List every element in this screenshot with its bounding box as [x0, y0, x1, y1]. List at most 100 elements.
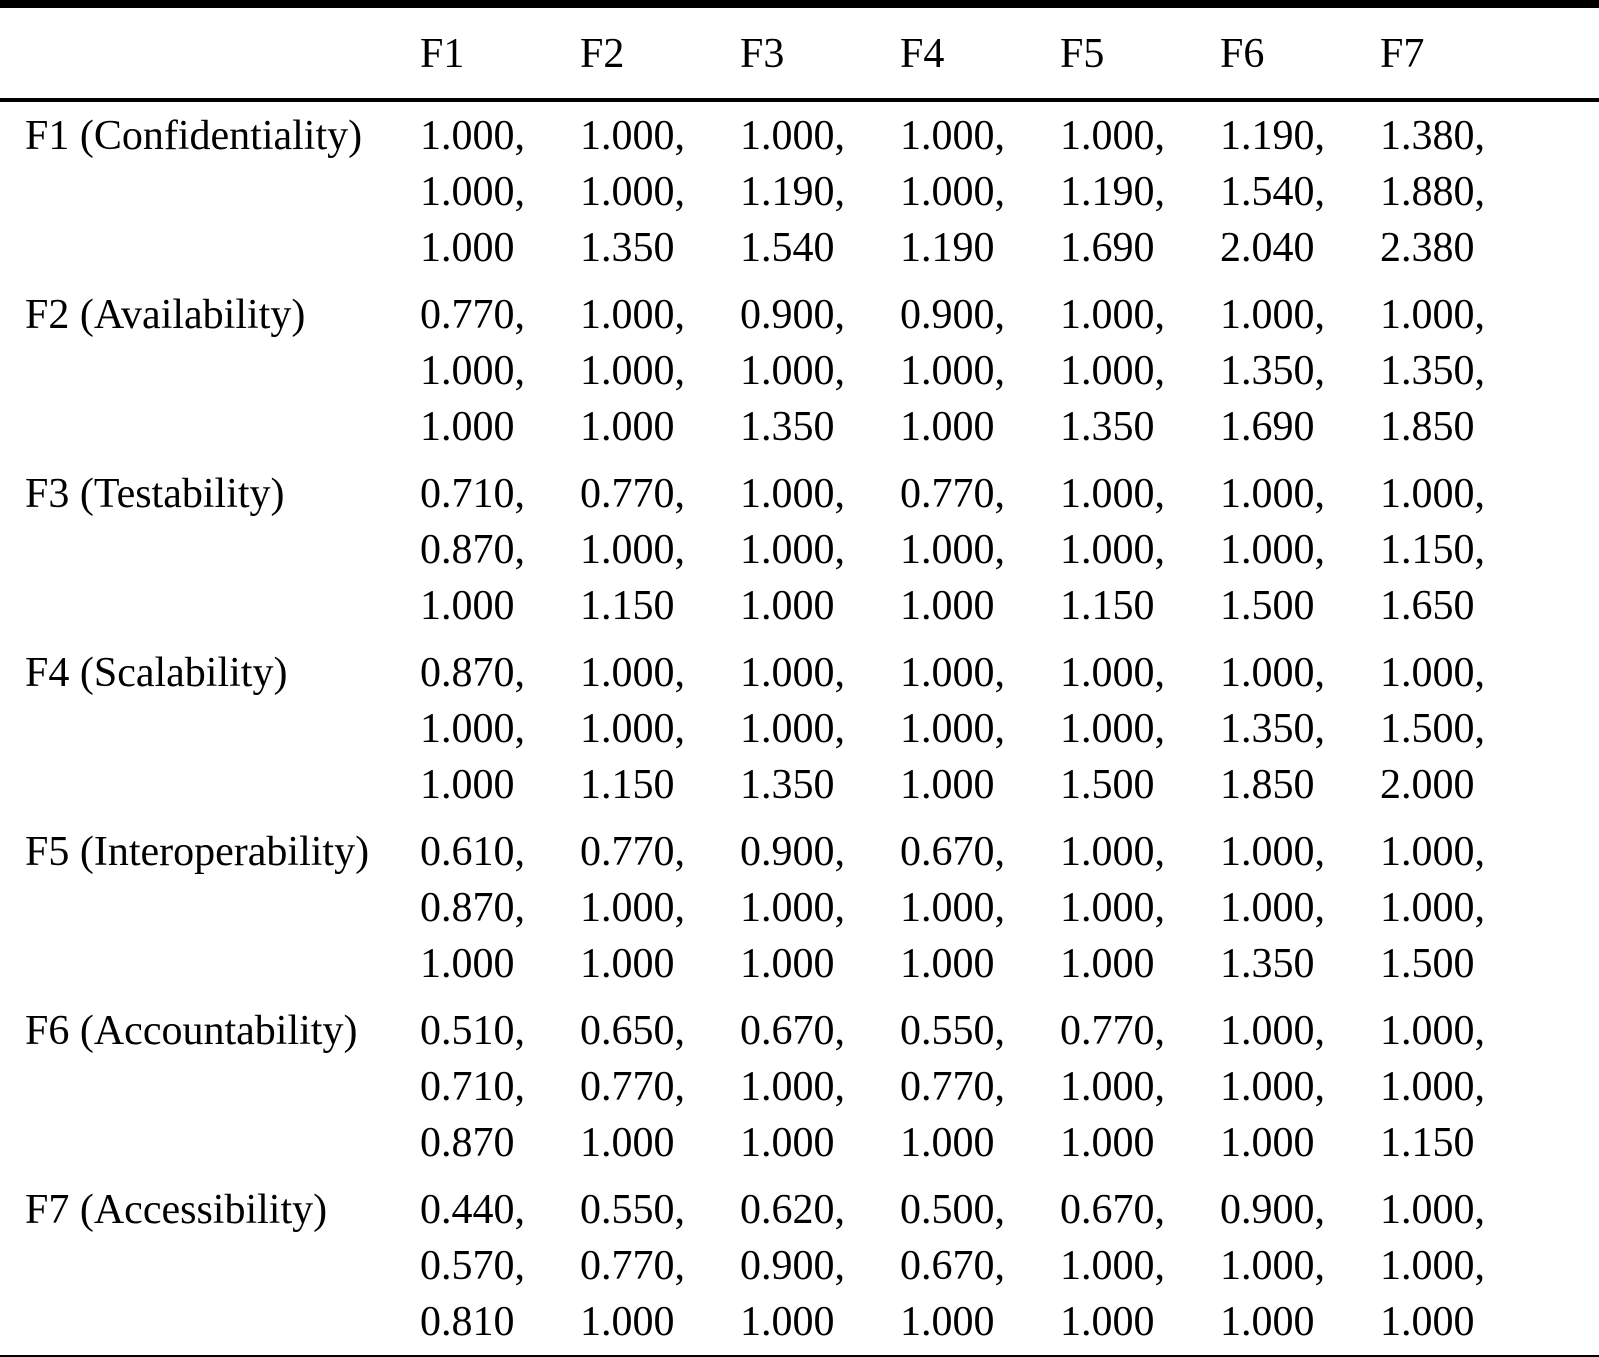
fuzzy-value-line: 1.150 — [1060, 583, 1155, 629]
fuzzy-value-line: 1.000, — [580, 650, 685, 696]
fuzzy-value-line: 1.350 — [740, 762, 835, 808]
fuzzy-value-line: 0.900, — [740, 292, 845, 338]
fuzzy-value-line: 1.000, — [1060, 829, 1165, 875]
fuzzy-value-line: 1.000, — [1220, 885, 1325, 931]
fuzzy-value-line: 0.870, — [420, 650, 525, 696]
fuzzy-value-line: 0.570, — [420, 1243, 525, 1289]
fuzzy-value-cell: 0.900, 1.000, 1.000 — [900, 281, 1060, 460]
fuzzy-value-cell: 1.000, 1.350, 1.690 — [1220, 281, 1380, 460]
row-label: F1 (Confidentiality) — [25, 113, 363, 159]
fuzzy-value-line: 1.500 — [1380, 941, 1475, 987]
fuzzy-value-cell: 1.000, 1.500, 2.000 — [1380, 639, 1599, 818]
fuzzy-value-cell: 1.000, 1.000, 1.500 — [1380, 818, 1599, 997]
fuzzy-value-line: 0.440, — [420, 1187, 525, 1233]
fuzzy-value-cell: 0.610, 0.870, 1.000 — [420, 818, 580, 997]
fuzzy-value-line: 0.670, — [740, 1008, 845, 1054]
fuzzy-value-line: 1.000, — [1380, 829, 1485, 875]
fuzzy-value-line: 1.000 — [740, 583, 835, 629]
fuzzy-value-line: 1.650 — [1380, 583, 1475, 629]
fuzzy-value-cell: 0.500, 0.670, 1.000 — [900, 1176, 1060, 1357]
fuzzy-value-line: 1.350 — [580, 225, 675, 271]
fuzzy-value-line: 1.000, — [580, 169, 685, 215]
fuzzy-value-cell: 0.550, 0.770, 1.000 — [580, 1176, 740, 1357]
row-label: F6 (Accountability) — [25, 1008, 358, 1054]
fuzzy-value-line: 1.000, — [1220, 829, 1325, 875]
table-row: F1 (Confidentiality) 1.000, 1.000, 1.000 1.0… — [0, 100, 1599, 281]
fuzzy-value-cell: 1.000, 1.000, 1.000 — [1380, 1176, 1599, 1357]
fuzzy-value-cell: 1.000, 1.000, 1.190 — [900, 100, 1060, 281]
fuzzy-value-line: 1.000, — [1220, 527, 1325, 573]
fuzzy-value-cell: 0.770, 1.000, 1.150 — [580, 460, 740, 639]
fuzzy-value-line: 1.000 — [580, 404, 675, 450]
fuzzy-value-line: 1.190, — [740, 169, 845, 215]
fuzzy-value-line: 1.000 — [420, 583, 515, 629]
fuzzy-value-line: 1.000, — [1060, 113, 1165, 159]
fuzzy-value-line: 1.000, — [900, 885, 1005, 931]
fuzzy-value-line: 1.000, — [1060, 348, 1165, 394]
fuzzy-value-line: 1.000, — [580, 885, 685, 931]
fuzzy-value-line: 1.850 — [1220, 762, 1315, 808]
fuzzy-value-cell: 1.000, 1.000, 1.350 — [1220, 818, 1380, 997]
fuzzy-value-line: 0.870, — [420, 885, 525, 931]
column-header: F6 — [1220, 4, 1380, 102]
fuzzy-value-line: 1.150 — [580, 762, 675, 808]
fuzzy-value-cell: 1.000, 1.000, 1.150 — [1380, 997, 1599, 1176]
fuzzy-value-line: 0.870, — [420, 527, 525, 573]
fuzzy-value-cell: 1.000, 1.000, 1.150 — [580, 639, 740, 818]
fuzzy-value-line: 1.000, — [420, 348, 525, 394]
fuzzy-value-line: 0.900, — [740, 1243, 845, 1289]
fuzzy-value-cell: 1.000, 1.190, 1.540 — [740, 100, 900, 281]
row-label: F2 (Availability) — [25, 292, 306, 338]
fuzzy-value-cell: 1.000, 1.000, 1.150 — [1060, 460, 1220, 639]
fuzzy-value-line: 1.000, — [1060, 885, 1165, 931]
fuzzy-value-cell: 1.000, 1.000, 1.000 — [580, 281, 740, 460]
fuzzy-value-line: 1.150 — [580, 583, 675, 629]
fuzzy-value-line: 1.000, — [580, 706, 685, 752]
table-body: F1 (Confidentiality) 1.000, 1.000, 1.000 1.0… — [0, 100, 1599, 1357]
fuzzy-value-line: 0.500, — [900, 1187, 1005, 1233]
fuzzy-value-line: 1.380, — [1380, 113, 1485, 159]
fuzzy-value-line: 1.000, — [900, 527, 1005, 573]
fuzzy-value-line: 0.670, — [900, 1243, 1005, 1289]
fuzzy-value-line: 1.350, — [1220, 706, 1325, 752]
fuzzy-value-line: 1.000, — [1380, 885, 1485, 931]
fuzzy-value-line: 2.040 — [1220, 225, 1315, 271]
fuzzy-value-line: 0.770, — [580, 1243, 685, 1289]
fuzzy-value-cell: 0.770, 1.000, 1.000 — [1060, 997, 1220, 1176]
fuzzy-value-cell: 0.440, 0.570, 0.810 — [420, 1176, 580, 1357]
fuzzy-value-cell: 1.000, 1.150, 1.650 — [1380, 460, 1599, 639]
fuzzy-value-line: 1.000, — [1060, 1243, 1165, 1289]
fuzzy-value-line: 1.000, — [740, 885, 845, 931]
fuzzy-value-line: 0.770, — [580, 1064, 685, 1110]
fuzzy-value-line: 1.000, — [740, 471, 845, 517]
fuzzy-value-line: 1.190 — [900, 225, 995, 271]
fuzzy-value-line: 1.500 — [1060, 762, 1155, 808]
table-row: F7 (Accessibility) 0.440, 0.570, 0.810 0.550… — [0, 1176, 1599, 1357]
fuzzy-value-line: 1.000, — [900, 706, 1005, 752]
fuzzy-value-line: 1.850 — [1380, 404, 1475, 450]
header-row: F1 F2 F3 F4 F5 F6 F7 — [0, 4, 1599, 102]
fuzzy-value-line: 1.350, — [1380, 348, 1485, 394]
fuzzy-value-cell: 1.000, 1.350, 1.850 — [1220, 639, 1380, 818]
fuzzy-value-cell: 1.380, 1.880, 2.380 — [1380, 100, 1599, 281]
fuzzy-value-cell: 1.000, 1.000, 1.350 — [580, 100, 740, 281]
fuzzy-value-line: 1.000 — [900, 762, 995, 808]
fuzzy-value-line: 1.000, — [900, 169, 1005, 215]
fuzzy-value-line: 1.000, — [1220, 471, 1325, 517]
fuzzy-value-line: 1.000, — [580, 113, 685, 159]
fuzzy-value-cell: 0.510, 0.710, 0.870 — [420, 997, 580, 1176]
column-header: F1 — [420, 4, 580, 102]
fuzzy-value-line: 1.150 — [1380, 1120, 1475, 1166]
fuzzy-value-line: 1.000, — [1380, 1187, 1485, 1233]
fuzzy-value-line: 0.670, — [1060, 1187, 1165, 1233]
column-header: F3 — [740, 4, 900, 102]
fuzzy-value-line: 1.000 — [740, 1120, 835, 1166]
fuzzy-value-line: 1.000 — [420, 941, 515, 987]
fuzzy-value-line: 1.000 — [580, 941, 675, 987]
fuzzy-value-cell: 0.550, 0.770, 1.000 — [900, 997, 1060, 1176]
fuzzy-value-line: 0.710, — [420, 1064, 525, 1110]
fuzzy-value-line: 1.000 — [420, 404, 515, 450]
fuzzy-value-line: 0.670, — [900, 829, 1005, 875]
row-label: F7 (Accessibility) — [25, 1187, 328, 1233]
